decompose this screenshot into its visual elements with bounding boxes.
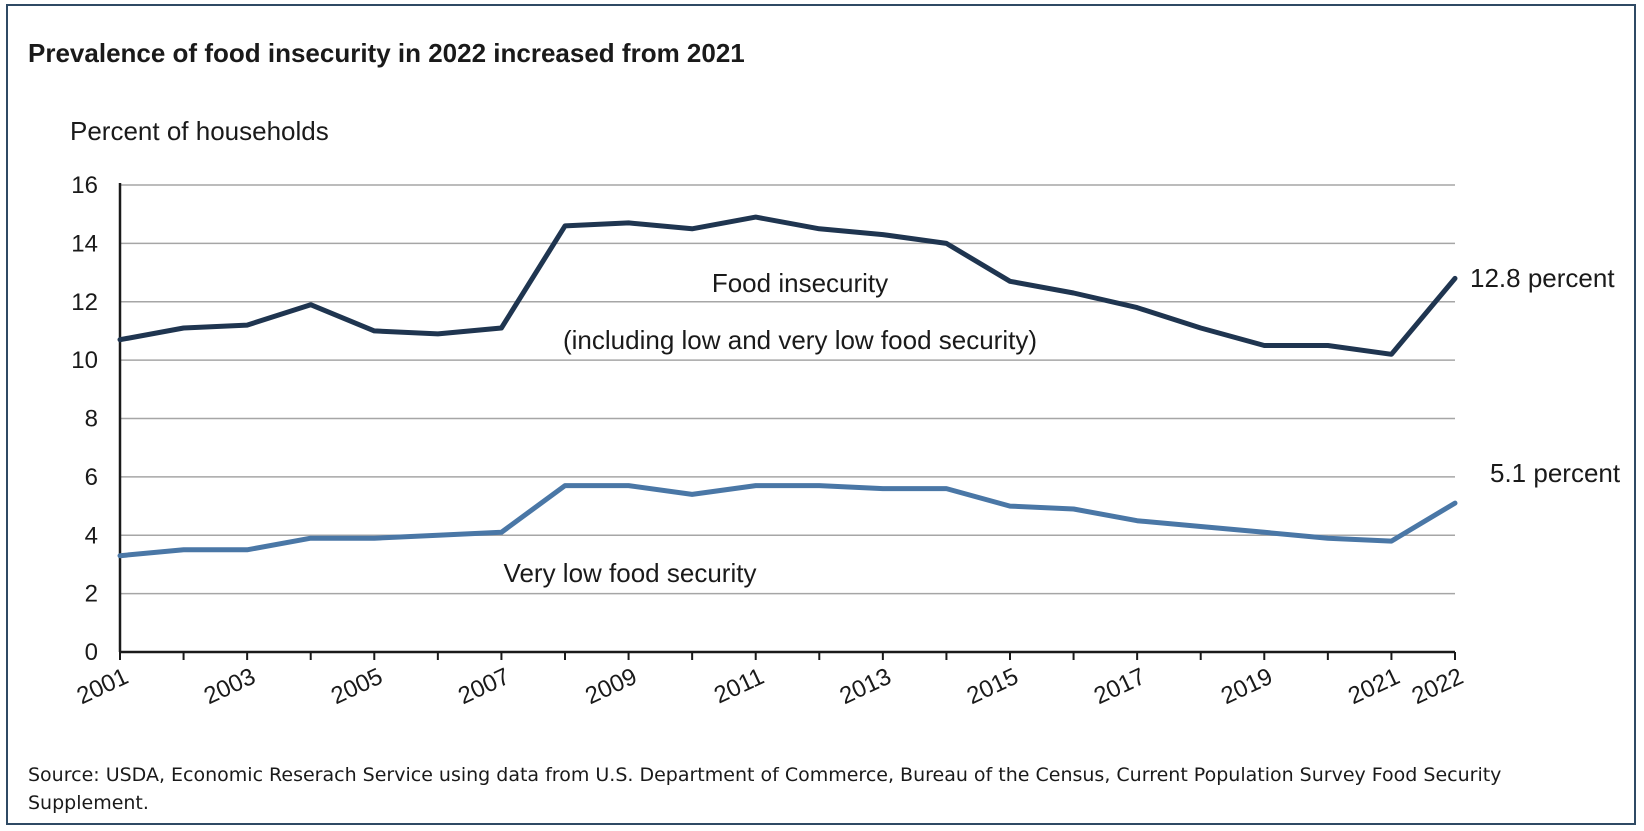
x-tick-label: 2003: [200, 663, 260, 710]
x-tick-label: 2011: [710, 663, 768, 709]
series-lines: [117, 214, 1458, 559]
series-label: (including low and very low food securit…: [563, 325, 1037, 355]
axes: [118, 183, 1456, 660]
y-tick-label: 2: [85, 581, 98, 608]
x-tick-label: 2017: [1090, 663, 1150, 710]
chart-title: Prevalence of food insecurity in 2022 in…: [28, 38, 745, 68]
y-tick-label: 0: [85, 639, 98, 666]
series-end-label: 5.1 percent: [1490, 458, 1621, 488]
x-tick-label: 2022: [1408, 663, 1468, 710]
y-tick-label: 6: [85, 464, 98, 491]
y-tick-label: 12: [71, 289, 98, 316]
x-tick-label: 2021: [1344, 663, 1404, 710]
series-end-label: 12.8 percent: [1470, 263, 1615, 293]
x-tick-label: 2005: [327, 663, 387, 710]
x-tick-label: 2019: [1217, 663, 1277, 710]
grid-lines: [120, 184, 1455, 595]
x-tick-label: 2007: [454, 663, 514, 710]
y-tick-label: 14: [71, 230, 98, 257]
series-line-food-insecurity: [117, 214, 1458, 357]
y-axis-label: Percent of households: [70, 116, 329, 146]
y-tick-label: 16: [71, 172, 98, 199]
x-tick-label: 2015: [963, 663, 1023, 710]
x-tick-label: 2001: [73, 663, 133, 710]
series-label: Very low food security: [504, 558, 757, 588]
x-tick-label: 2013: [836, 663, 896, 710]
y-tick-label: 10: [71, 347, 98, 374]
y-tick-label: 8: [85, 406, 98, 433]
series-line-very-low-food-security: [117, 483, 1458, 559]
x-tick-label: 2009: [581, 663, 641, 710]
chart-frame: [6, 4, 1636, 825]
chart-labels: 0 2 4 6 8 10 12 14 16 Percent of households 2001 20…: [70, 116, 1621, 710]
y-tick-label: 4: [85, 522, 98, 549]
source-note: Source: USDA, Economic Reserach Service …: [28, 764, 1502, 814]
series-label: Food insecurity: [712, 268, 888, 298]
